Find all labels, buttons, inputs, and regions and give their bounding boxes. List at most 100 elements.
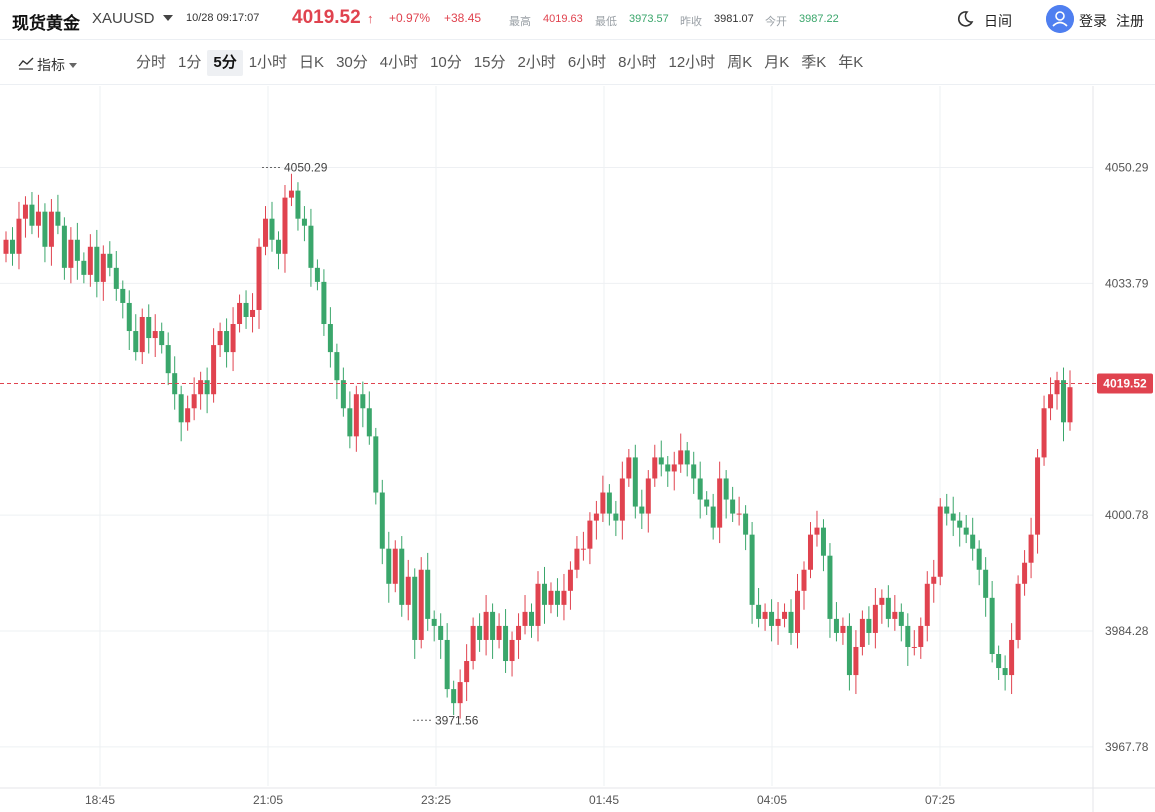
high-marker-label: 4050.29: [284, 161, 328, 175]
candle-body: [937, 506, 943, 577]
x-tick-label: 01:45: [589, 793, 619, 807]
y-tick-label: 3967.78: [1105, 740, 1149, 754]
candle-body: [580, 548, 586, 550]
candle-body: [327, 324, 333, 353]
candle-body: [522, 611, 528, 626]
candle-body: [840, 625, 846, 633]
symbol-selector[interactable]: XAUUSD: [92, 10, 155, 27]
stat-label-high: 最高: [509, 16, 531, 28]
moon-icon[interactable]: [956, 10, 974, 28]
candle-body: [645, 478, 651, 514]
x-tick-label: 21:05: [253, 793, 283, 807]
candle-body: [827, 555, 833, 619]
candle-body: [243, 302, 249, 317]
candle-body: [211, 345, 217, 395]
candle-body: [619, 478, 625, 521]
candle-body: [470, 625, 476, 662]
register-link[interactable]: 注册: [1116, 13, 1144, 29]
candle-body: [723, 478, 729, 500]
candle-body: [379, 492, 385, 549]
low-marker-label: 3971.56: [435, 713, 479, 727]
candle-body: [347, 408, 353, 437]
last-price: 4019.52: [292, 7, 361, 28]
period-tab[interactable]: 5分: [207, 50, 243, 76]
period-tab[interactable]: 30分: [336, 54, 368, 71]
candle-body: [509, 639, 515, 662]
candle-body: [29, 204, 35, 226]
indicator-button[interactable]: 指标: [37, 57, 65, 73]
period-tab[interactable]: 月K: [764, 54, 790, 71]
candle-body: [788, 611, 794, 633]
indicator-icon[interactable]: [18, 56, 34, 70]
candle-body: [905, 625, 911, 647]
candle-body: [970, 534, 976, 549]
theme-toggle[interactable]: 日间: [984, 13, 1012, 29]
candle-body: [853, 646, 859, 676]
x-tick-label: 23:25: [421, 793, 451, 807]
change-percent: +0.97%: [389, 11, 431, 25]
period-tab[interactable]: 15分: [473, 54, 506, 71]
candle-body: [314, 267, 320, 282]
period-tab[interactable]: 12小时: [668, 54, 716, 71]
stat-value-high: 4019.63: [543, 13, 583, 25]
candle-body: [1067, 387, 1073, 423]
period-tab[interactable]: 1小时: [248, 54, 288, 71]
candle-body: [898, 611, 904, 626]
period-tab[interactable]: 4小时: [379, 54, 419, 71]
period-tab[interactable]: 8小时: [618, 54, 657, 71]
login-link[interactable]: 登录: [1079, 13, 1107, 29]
candle-body: [846, 625, 852, 676]
candle-body: [185, 408, 191, 423]
candlestick-chart[interactable]: 4050.29 4033.79 4000.78 3984.28 3967.78 18:45…: [0, 86, 1155, 812]
candle-body: [730, 499, 736, 514]
candle-body: [944, 506, 950, 514]
candle-body: [710, 506, 716, 528]
candle-body: [820, 527, 826, 556]
candle-body: [678, 450, 684, 465]
candle-body: [198, 380, 204, 395]
candle-body: [3, 239, 9, 254]
period-tab[interactable]: 6小时: [567, 54, 607, 71]
candle-body: [444, 639, 450, 690]
candle-body: [996, 654, 1002, 669]
candle-body: [749, 534, 755, 605]
user-avatar-icon[interactable]: [1046, 5, 1074, 33]
candle-body: [872, 604, 878, 633]
candle-body: [593, 513, 599, 521]
chevron-down-icon[interactable]: [69, 63, 77, 68]
candle-body: [438, 625, 444, 640]
candle-body: [1041, 408, 1047, 458]
top-bar: 现货黄金 XAUUSD 10/28 09:17:07 4019.52 ↑ +0.…: [0, 0, 1155, 40]
period-tab[interactable]: 10分: [430, 54, 462, 71]
chevron-down-icon[interactable]: [163, 15, 173, 21]
candle-body: [172, 373, 178, 395]
period-tab[interactable]: 季K: [801, 54, 827, 71]
candle-body: [762, 611, 768, 619]
candle-body: [574, 548, 580, 570]
instrument-title: 现货黄金: [12, 14, 80, 33]
period-tab[interactable]: 日K: [299, 54, 325, 71]
candle-body: [126, 302, 132, 332]
candle-body: [392, 548, 398, 584]
candle-body: [613, 513, 619, 521]
candle-body: [68, 239, 74, 268]
candle-body: [42, 211, 48, 247]
candle-body: [704, 499, 710, 507]
candle-body: [386, 548, 392, 584]
period-tab[interactable]: 2小时: [517, 54, 556, 71]
arrow-up-icon: ↑: [367, 11, 374, 26]
period-tab[interactable]: 年K: [838, 54, 864, 71]
period-tab[interactable]: 分时: [136, 54, 167, 71]
candle-body: [256, 246, 262, 310]
candle-body: [567, 569, 573, 591]
period-tab[interactable]: 周K: [727, 54, 753, 71]
candle-body: [782, 611, 788, 619]
candle-body: [795, 590, 801, 633]
candle-body: [120, 288, 126, 303]
candle-body: [983, 569, 989, 598]
candle-body: [477, 625, 483, 640]
period-tab[interactable]: 1分: [178, 54, 202, 71]
candle-body: [1015, 583, 1021, 640]
candle-body: [94, 246, 100, 282]
candle-body: [665, 464, 671, 472]
